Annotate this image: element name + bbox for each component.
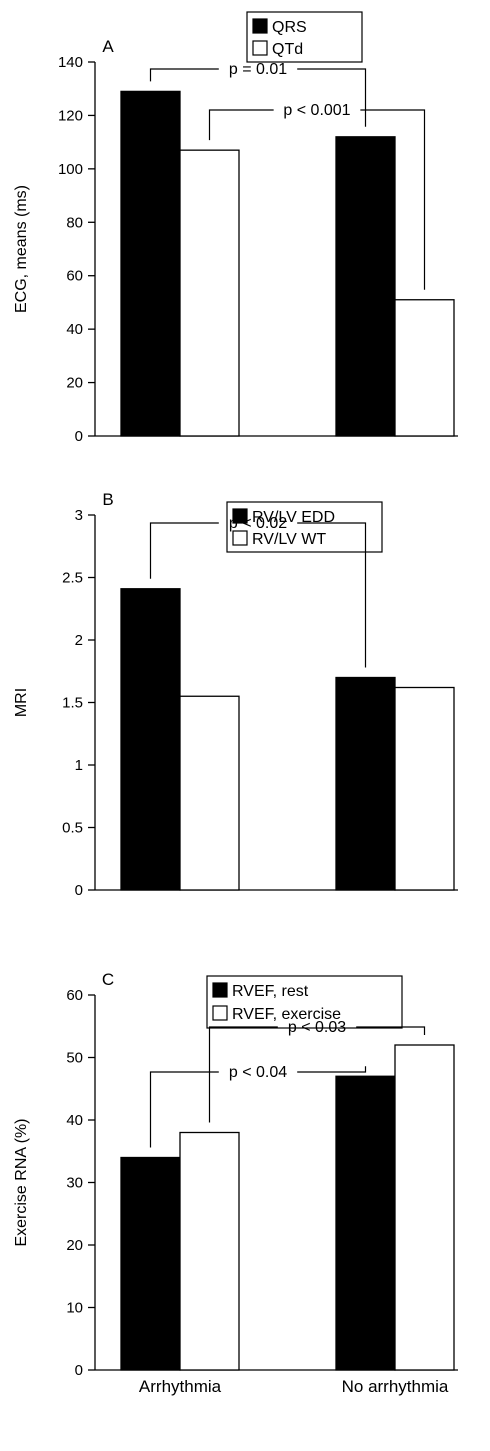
legend-label: RV/LV WT (252, 531, 326, 548)
panel-label: A (102, 37, 114, 56)
p-value-label: p < 0.03 (288, 1019, 346, 1036)
bar-rv-lv-wt-1 (179, 695, 240, 891)
bracket-right-line (297, 68, 367, 127)
y-axis-title: ECG, means (ms) (13, 185, 30, 313)
legend-label: RVEF, rest (232, 983, 309, 1000)
y-tick-label: 1.5 (62, 695, 83, 712)
bracket-left-line (208, 1026, 278, 1123)
significance-bracket: p < 0.03 (208, 1019, 426, 1123)
legend-swatch (212, 982, 228, 998)
legend-box (206, 975, 403, 1029)
bar-rv-lv-edd-2 (335, 676, 396, 891)
bar-rvef-exercise-2 (394, 1044, 455, 1371)
bracket-left-line (149, 68, 219, 82)
legend-swatch (232, 508, 248, 524)
bar-rv-lv-wt-2 (394, 686, 455, 891)
y-tick-label: 40 (66, 321, 83, 338)
y-tick-label: 1 (75, 757, 83, 774)
y-tick-label: 0 (75, 882, 83, 899)
bar-qrs-2 (335, 136, 396, 437)
y-tick-label: 0 (75, 1362, 83, 1379)
legend-swatch (212, 1005, 228, 1021)
y-tick-label: 40 (66, 1112, 83, 1129)
legend-label: QRS (272, 19, 307, 36)
bar-rvef-rest-2 (335, 1075, 396, 1371)
y-tick-label: 140 (58, 54, 83, 71)
x-category-label: Arrhythmia (139, 1377, 222, 1396)
legend-box (226, 501, 383, 553)
y-tick-label: 20 (66, 375, 83, 392)
bar-rv-lv-edd-1 (120, 588, 181, 891)
x-category-label: No arrhythmia (342, 1377, 449, 1396)
significance-bracket: p = 0.01 (149, 61, 367, 127)
significance-bracket: p < 0.02 (149, 515, 367, 668)
bar-qtd-2 (394, 299, 455, 437)
y-tick-label: 100 (58, 161, 83, 178)
y-tick-label: 60 (66, 268, 83, 285)
panel-label: B (102, 490, 113, 509)
chart-panel-a: 0 20 40 60 80 100 120 140 ECG, means (ms) A QRS QTd… (13, 11, 458, 445)
y-tick-label: 80 (66, 214, 83, 231)
significance-bracket: p < 0.04 (149, 1064, 367, 1148)
y-tick-label: 50 (66, 1050, 83, 1067)
y-tick-label: 3 (75, 507, 83, 524)
p-value-label: p < 0.04 (229, 1064, 287, 1081)
y-tick-label: 0.5 (62, 820, 83, 837)
bar-rvef-rest-1 (120, 1156, 181, 1371)
bracket-left-line (208, 109, 274, 141)
bracket-right-line (356, 1026, 426, 1035)
bar-qrs-1 (120, 90, 181, 437)
y-axis-title: Exercise RNA (%) (13, 1118, 30, 1246)
chart-panel-c: 0 10 20 30 40 50 60 Exercise RNA (%) C Arrhythmia… (13, 970, 458, 1396)
y-axis-title: MRI (13, 688, 30, 717)
legend: RV/LV EDD RV/LV WT (226, 501, 383, 553)
legend-swatch (252, 40, 268, 56)
y-tick-label: 0 (75, 428, 83, 445)
bracket-right-line (297, 1066, 367, 1073)
p-value-label: p < 0.02 (229, 515, 287, 532)
significance-bracket: p < 0.001 (208, 102, 426, 290)
bar-rvef-exercise-1 (179, 1131, 240, 1371)
legend-swatch (232, 530, 248, 546)
legend-swatch (252, 18, 268, 34)
y-tick-label: 30 (66, 1175, 83, 1192)
y-tick-label: 10 (66, 1300, 83, 1317)
bracket-right-line (360, 109, 426, 290)
legend-label: RVEF, exercise (232, 1006, 341, 1023)
bar-qtd-1 (179, 149, 240, 437)
bracket-left-line (149, 1071, 219, 1148)
legend-label: QTd (272, 41, 303, 58)
bracket-right-line (297, 522, 367, 668)
bracket-left-line (149, 522, 219, 579)
panel-label: C (102, 970, 114, 989)
legend: RVEF, rest RVEF, exercise (206, 975, 403, 1029)
legend: QRS QTd (246, 11, 363, 63)
chart-panel-b: 0 0.5 1 1.5 2 2.5 3 MRI B RV/LV EDD RV/LV WTp < 0.… (13, 490, 458, 899)
p-value-label: p = 0.01 (229, 61, 287, 78)
p-value-label: p < 0.001 (283, 102, 350, 119)
y-tick-label: 2.5 (62, 570, 83, 587)
y-tick-label: 2 (75, 632, 83, 649)
y-tick-label: 20 (66, 1237, 83, 1254)
legend-label: RV/LV EDD (252, 509, 335, 526)
y-tick-label: 120 (58, 107, 83, 124)
y-tick-label: 60 (66, 987, 83, 1004)
